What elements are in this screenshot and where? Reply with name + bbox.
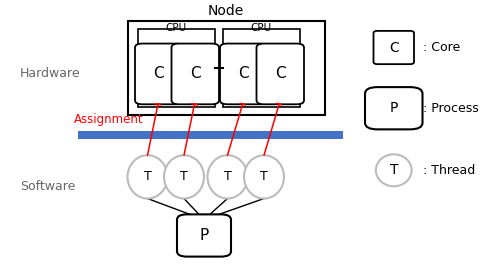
Text: C: C [154,67,164,81]
Text: T: T [224,170,232,183]
Ellipse shape [244,155,284,199]
Text: Hardware: Hardware [20,67,80,81]
Bar [78,131,342,139]
FancyBboxPatch shape [256,44,304,104]
Text: C: C [238,67,249,81]
FancyBboxPatch shape [138,29,215,107]
FancyBboxPatch shape [172,44,219,104]
Text: P: P [200,228,208,243]
Text: Software: Software [20,180,76,193]
Text: T: T [180,170,188,183]
Ellipse shape [128,155,168,199]
FancyBboxPatch shape [374,31,414,64]
Text: Assignment: Assignment [74,113,144,126]
Text: : Thread: : Thread [422,164,475,177]
Text: CPU: CPU [250,23,272,33]
Ellipse shape [208,155,248,199]
Ellipse shape [164,155,204,199]
Text: : Core: : Core [422,41,460,54]
FancyBboxPatch shape [135,44,182,104]
Ellipse shape [376,154,412,186]
Text: T: T [260,170,268,183]
FancyBboxPatch shape [220,44,268,104]
Text: T: T [144,170,152,183]
FancyBboxPatch shape [222,29,300,107]
Text: Node: Node [208,3,244,18]
Text: C: C [190,67,200,81]
Text: P: P [390,101,398,115]
Text: CPU: CPU [166,23,186,33]
FancyBboxPatch shape [128,21,325,115]
Text: C: C [389,40,398,55]
Text: : Process: : Process [422,102,478,115]
FancyBboxPatch shape [365,87,422,129]
FancyBboxPatch shape [177,214,231,257]
Text: T: T [390,163,398,177]
Text: C: C [275,67,285,81]
